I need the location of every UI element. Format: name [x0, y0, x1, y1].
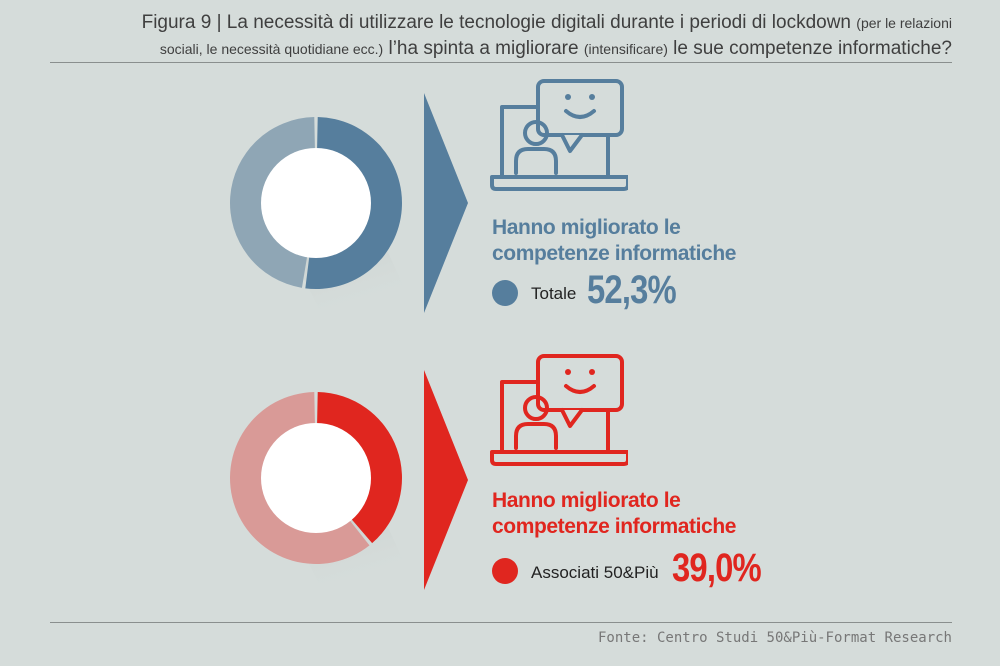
- title-part-2: (per le relazioni: [856, 15, 952, 31]
- label-associati: Associati 50&Più: [531, 563, 659, 582]
- title-divider: [50, 62, 952, 63]
- arrow-triangle-icon: [424, 93, 468, 313]
- arrow-triangle-icon: [424, 370, 468, 590]
- title-part-1: Figura 9 | La necessità di utilizzare le…: [141, 12, 851, 33]
- heading-totale: Hanno migliorato le competenze informati…: [492, 216, 737, 265]
- panel-totale: Hanno migliorato le competenze informati…: [0, 79, 1000, 385]
- donut-slice-value: [317, 392, 402, 544]
- title-part-4: l’ha spinta a migliorare: [388, 38, 579, 59]
- donut-chart-associati: [229, 392, 416, 598]
- value-totale: 52,3%: [587, 268, 677, 312]
- donut-slice-rest: [229, 392, 370, 564]
- donut-hole: [261, 423, 371, 533]
- icon-stroke-group: [490, 79, 628, 191]
- title-part-5: (intensificare): [583, 41, 668, 57]
- source-note: Fonte: Centro Studi 50&Più-Format Resear…: [597, 630, 952, 646]
- heading-associati: Hanno migliorato le competenze informati…: [492, 489, 737, 538]
- laptop-video-call-icon: [490, 354, 628, 466]
- donut-slice-rest: [230, 117, 315, 288]
- chart-title: Figura 9 | La necessità di utilizzare le…: [0, 10, 952, 62]
- footer-divider: [50, 622, 952, 623]
- label-totale: Totale: [531, 284, 577, 303]
- panel-associati: Hanno migliorato le competenze informati…: [0, 354, 1000, 660]
- donut-slice-value: [305, 117, 402, 289]
- icon-stroke-group: [490, 354, 628, 466]
- legend-dot-totale: [492, 280, 518, 306]
- value-associati: 39,0%: [672, 546, 762, 590]
- laptop-video-call-icon: [490, 79, 628, 191]
- legend-dot-associati: [492, 558, 518, 584]
- title-part-3: sociali, le necessità quotidiane ecc.): [159, 41, 384, 57]
- donut-hole: [261, 148, 371, 258]
- donut-chart-totale: [230, 117, 416, 323]
- title-part-6: le sue competenze informatiche?: [673, 38, 952, 59]
